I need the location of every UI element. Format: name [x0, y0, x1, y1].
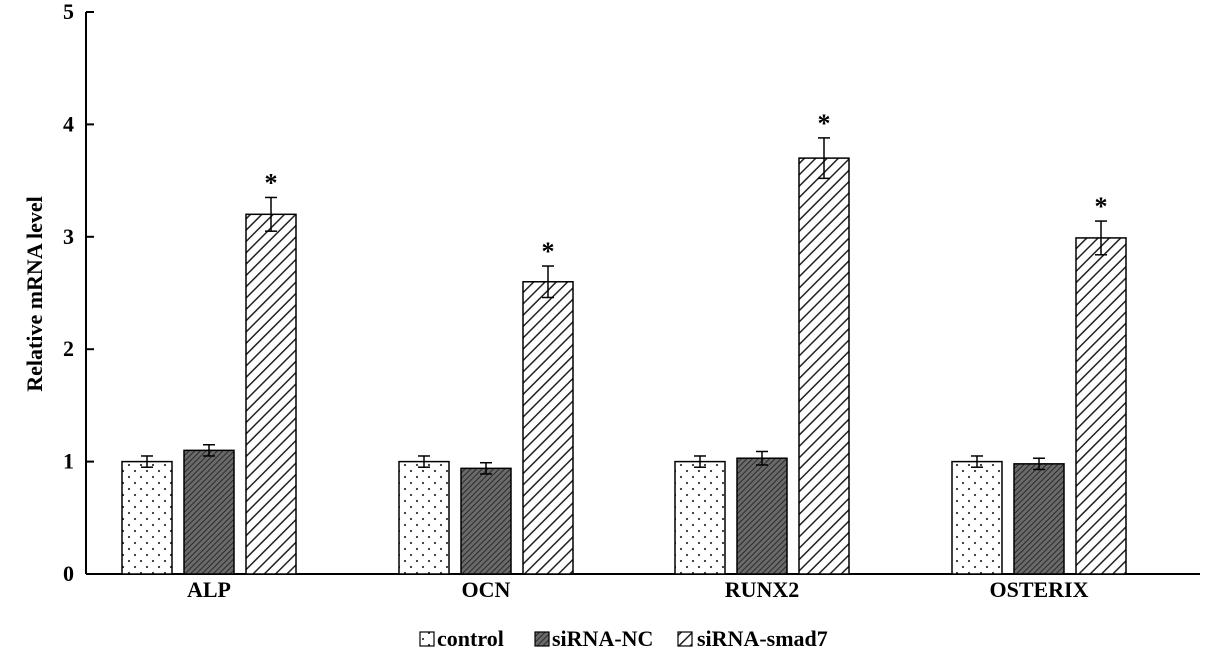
legend-label-sirna-smad7: siRNA-smad7 — [697, 626, 828, 651]
significance-star: * — [265, 168, 278, 197]
legend-swatch-control — [419, 631, 435, 647]
legend-label-sirna-nc: siRNA-NC — [552, 626, 653, 651]
bar-alp-control — [121, 460, 173, 575]
bar-osterix-sirna-nc — [1013, 463, 1065, 575]
bar-ocn-sirna-nc — [460, 467, 512, 575]
bar-alp-sirna-nc — [183, 449, 235, 575]
bar-osterix-control — [951, 460, 1003, 575]
y-tick-label: 3 — [63, 224, 74, 249]
bar-runx2-sirna-nc — [736, 457, 788, 575]
legend-swatch-sirna-smad7 — [677, 631, 693, 647]
y-tick-label: 4 — [63, 111, 74, 136]
error-bars-group — [141, 137, 1107, 475]
x-category-label: OCN — [462, 577, 511, 602]
y-axis-label: Relative mRNA level — [22, 196, 47, 392]
significance-star: * — [542, 237, 555, 266]
x-category-label: OSTERIX — [989, 577, 1088, 602]
significance-star: * — [818, 109, 831, 138]
legend: control siRNA-NC siRNA-smad7 — [419, 626, 828, 651]
bar-osterix-sirna-smad7 — [1075, 237, 1127, 575]
significance-markers: * * * * — [265, 109, 1108, 266]
bar-runx2-control — [674, 460, 726, 575]
y-tick-label: 1 — [63, 449, 74, 474]
x-category-label: RUNX2 — [725, 577, 800, 602]
y-tick-label: 0 — [63, 561, 74, 586]
y-tick-label: 2 — [63, 336, 74, 361]
x-category-label: ALP — [187, 577, 231, 602]
bar-runx2-sirna-smad7 — [798, 157, 850, 575]
legend-swatch-sirna-nc — [534, 631, 550, 647]
bar-ocn-control — [398, 460, 450, 575]
legend-label-control: control — [437, 626, 504, 651]
bars-group — [121, 157, 1127, 575]
bar-ocn-sirna-smad7 — [522, 281, 574, 575]
category-labels: ALP OCN RUNX2 OSTERIX — [187, 577, 1089, 602]
y-tick-label: 5 — [63, 0, 74, 24]
bar-alp-sirna-smad7 — [245, 213, 297, 575]
significance-star: * — [1095, 192, 1108, 221]
